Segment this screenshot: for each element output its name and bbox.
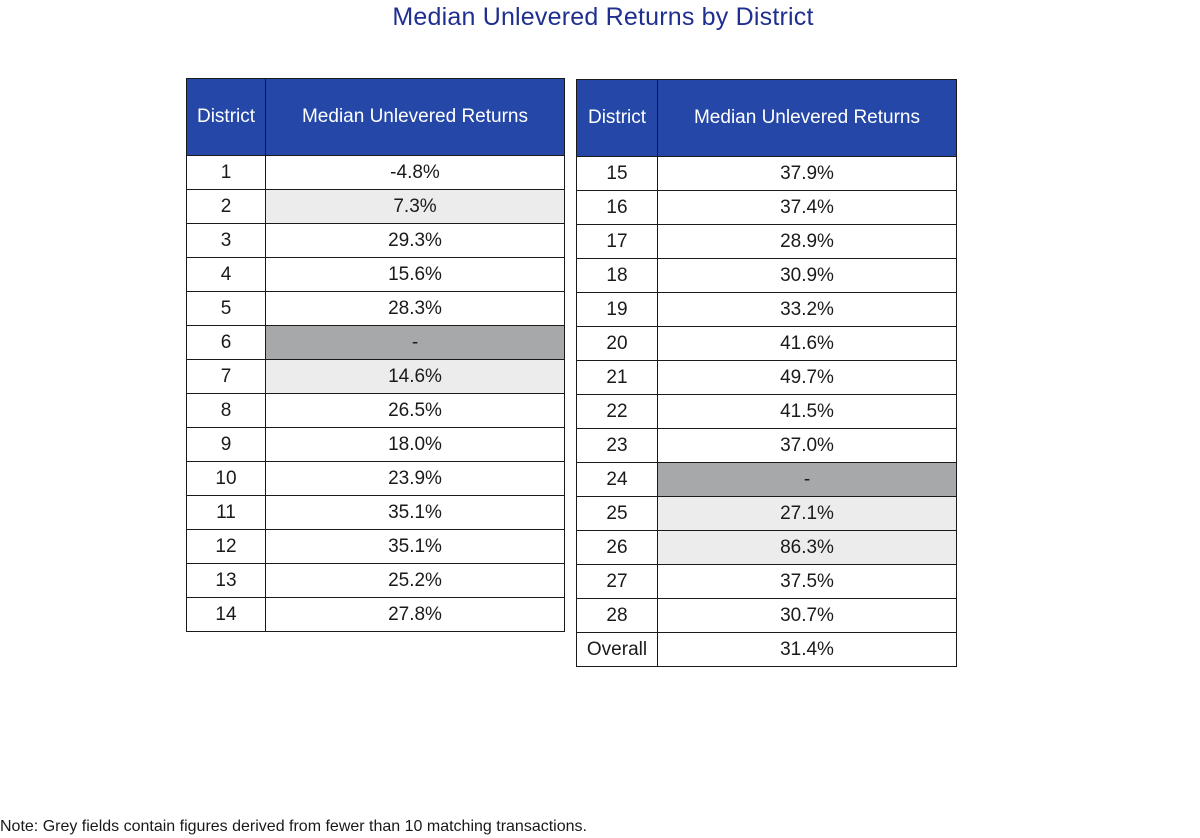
district-cell: 3 (186, 223, 266, 258)
district-cell: 1 (186, 155, 266, 190)
table-header-row: District Median Unlevered Returns (576, 79, 957, 157)
district-cell: 22 (576, 394, 658, 429)
table-row: 26 86.3% (576, 530, 957, 565)
returns-value-cell: 31.4% (657, 632, 957, 667)
district-cell: 16 (576, 190, 658, 225)
district-cell: 15 (576, 156, 658, 191)
district-cell: 5 (186, 291, 266, 326)
table-row: 28 30.7% (576, 598, 957, 633)
district-cell: 20 (576, 326, 658, 361)
returns-value-cell: 49.7% (657, 360, 957, 395)
district-cell: 8 (186, 393, 266, 428)
returns-value-cell: 14.6% (265, 359, 565, 394)
returns-value-cell: 41.5% (657, 394, 957, 429)
table-row: 9 18.0% (186, 427, 565, 462)
returns-value-cell: 30.7% (657, 598, 957, 633)
footnote: Note: Grey fields contain figures derive… (0, 818, 587, 835)
district-cell: 14 (186, 597, 266, 632)
table-row: 6- (186, 325, 565, 360)
district-cell: 19 (576, 292, 658, 327)
returns-value-cell: 28.3% (265, 291, 565, 326)
district-cell: 11 (186, 495, 266, 530)
returns-value-cell: 37.5% (657, 564, 957, 599)
table-row: 8 26.5% (186, 393, 565, 428)
returns-value-cell: 28.9% (657, 224, 957, 259)
returns-value-cell: 7.3% (265, 189, 565, 224)
table-header-row: District Median Unlevered Returns (186, 78, 565, 156)
returns-value-cell: 33.2% (657, 292, 957, 327)
returns-value-cell: 86.3% (657, 530, 957, 565)
table-row: 20 41.6% (576, 326, 957, 361)
district-cell: 7 (186, 359, 266, 394)
returns-value-cell: 30.9% (657, 258, 957, 293)
table-row: 13 25.2% (186, 563, 565, 598)
returns-value-cell: - (265, 325, 565, 360)
table-row: 11 35.1% (186, 495, 565, 530)
district-cell: 17 (576, 224, 658, 259)
district-column-header: District (576, 79, 658, 157)
table-row: 24- (576, 462, 957, 497)
table-row: 3 29.3% (186, 223, 565, 258)
returns-value-cell: 27.1% (657, 496, 957, 531)
returns-value-cell: 27.8% (265, 597, 565, 632)
district-cell: Overall (576, 632, 658, 667)
returns-value-cell: -4.8% (265, 155, 565, 190)
district-cell: 9 (186, 427, 266, 462)
district-cell: 28 (576, 598, 658, 633)
returns-column-header: Median Unlevered Returns (657, 79, 957, 157)
district-cell: 27 (576, 564, 658, 599)
district-cell: 10 (186, 461, 266, 496)
returns-value-cell: - (657, 462, 957, 497)
table-row: 18 30.9% (576, 258, 957, 293)
returns-table-left: District Median Unlevered Returns 1 -4.8%… (186, 78, 565, 632)
table-row: 22 41.5% (576, 394, 957, 429)
returns-value-cell: 29.3% (265, 223, 565, 258)
table-row: 10 23.9% (186, 461, 565, 496)
table-row: 25 27.1% (576, 496, 957, 531)
district-cell: 12 (186, 529, 266, 564)
table-body-right: 15 37.9% 16 37.4% 17 28.9% 18 30.9% 19 33.2% 20 41.… (576, 156, 957, 667)
table-body-left: 1 -4.8% 2 7.3% 3 29.3% 4 15.6% 5 28.3% 6-7 14.6% 8 26… (186, 155, 565, 632)
table-row: 12 35.1% (186, 529, 565, 564)
returns-column-header: Median Unlevered Returns (265, 78, 565, 156)
table-row: 5 28.3% (186, 291, 565, 326)
table-row: 4 15.6% (186, 257, 565, 292)
returns-value-cell: 23.9% (265, 461, 565, 496)
district-cell: 2 (186, 189, 266, 224)
returns-value-cell: 37.9% (657, 156, 957, 191)
table-row: 27 37.5% (576, 564, 957, 599)
returns-value-cell: 15.6% (265, 257, 565, 292)
table-row: 14 27.8% (186, 597, 565, 632)
table-row: 23 37.0% (576, 428, 957, 463)
district-cell: 6 (186, 325, 266, 360)
returns-value-cell: 25.2% (265, 563, 565, 598)
table-row: 17 28.9% (576, 224, 957, 259)
table-row: 21 49.7% (576, 360, 957, 395)
returns-value-cell: 37.0% (657, 428, 957, 463)
returns-value-cell: 35.1% (265, 529, 565, 564)
district-column-header: District (186, 78, 266, 156)
returns-value-cell: 41.6% (657, 326, 957, 361)
table-row: 1 -4.8% (186, 155, 565, 190)
district-cell: 21 (576, 360, 658, 395)
returns-value-cell: 18.0% (265, 427, 565, 462)
returns-value-cell: 37.4% (657, 190, 957, 225)
table-row: 15 37.9% (576, 156, 957, 191)
district-cell: 25 (576, 496, 658, 531)
table-row: 7 14.6% (186, 359, 565, 394)
district-cell: 24 (576, 462, 658, 497)
district-cell: 18 (576, 258, 658, 293)
district-cell: 23 (576, 428, 658, 463)
table-row: 2 7.3% (186, 189, 565, 224)
returns-table-right: District Median Unlevered Returns 15 37.9… (576, 79, 957, 667)
district-cell: 13 (186, 563, 266, 598)
chart-title: Median Unlevered Returns by District (392, 3, 814, 31)
table-row: Overall 31.4% (576, 632, 957, 667)
district-cell: 4 (186, 257, 266, 292)
table-row: 16 37.4% (576, 190, 957, 225)
returns-value-cell: 26.5% (265, 393, 565, 428)
table-row: 19 33.2% (576, 292, 957, 327)
district-cell: 26 (576, 530, 658, 565)
returns-value-cell: 35.1% (265, 495, 565, 530)
